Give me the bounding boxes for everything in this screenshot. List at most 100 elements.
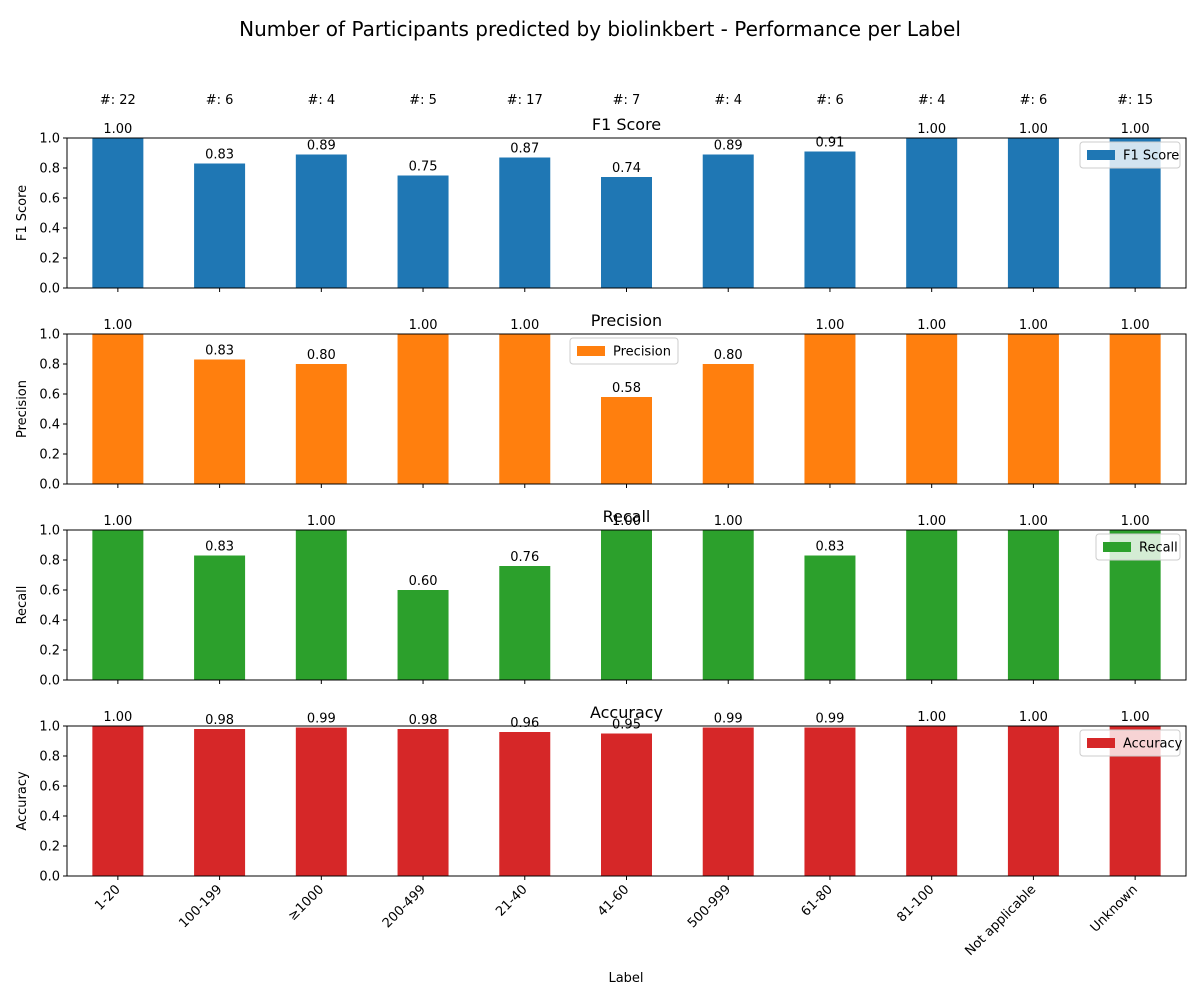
subplot-recall: 0.00.20.40.60.81.0Recall1.000.831.000.60…: [15, 507, 1187, 689]
bar-value-label: 1.00: [917, 318, 946, 333]
bar-value-label: 0.58: [612, 381, 641, 396]
legend-swatch: [1087, 150, 1115, 160]
y-tick-label: 0.4: [39, 418, 60, 433]
bar: [702, 154, 754, 288]
x-tick-label: 100-199: [176, 882, 225, 931]
bar-value-label: 0.95: [612, 718, 641, 733]
count-label: #: 6: [1020, 93, 1048, 108]
y-tick-label: 1.0: [39, 524, 60, 539]
bar-value-label: 0.98: [409, 713, 438, 728]
x-tick-label: 61-80: [798, 882, 835, 919]
x-tick-label: 41-60: [595, 882, 632, 919]
y-tick-label: 0.6: [39, 584, 60, 599]
count-label: #: 6: [206, 93, 234, 108]
x-tick-label: 500-999: [685, 882, 734, 931]
legend: Precision: [569, 337, 679, 365]
bar-value-label: 1.00: [815, 318, 844, 333]
y-tick-label: 0.6: [39, 192, 60, 207]
legend-box: [1079, 729, 1181, 757]
legend: Accuracy: [1079, 729, 1183, 757]
bar-value-label: 1.00: [1121, 318, 1150, 333]
x-tick-label: 200-499: [380, 882, 429, 931]
y-tick-label: 1.0: [39, 328, 60, 343]
bar-value-label: 1.00: [917, 122, 946, 137]
bar: [906, 334, 958, 484]
bar-value-label: 1.00: [917, 710, 946, 725]
bar-value-label: 0.87: [510, 142, 539, 157]
count-label: #: 4: [918, 93, 946, 108]
bar-value-label: 0.98: [205, 713, 234, 728]
bar-value-label: 1.00: [1019, 122, 1048, 137]
y-tick-label: 0.2: [39, 448, 60, 463]
bar-value-label: 0.83: [205, 344, 234, 359]
y-axis-label: Recall: [15, 586, 30, 625]
bar: [499, 157, 551, 288]
bar: [906, 138, 958, 288]
bar-value-label: 1.00: [307, 514, 336, 529]
legend-label: Precision: [613, 345, 671, 360]
legend-label: F1 Score: [1123, 149, 1179, 164]
count-label: #: 4: [307, 93, 335, 108]
y-tick-label: 0.8: [39, 162, 60, 177]
bar: [397, 729, 449, 876]
subplot-accuracy: 0.0 0.2 0.4 0.6 0.8 1.0 Accuracy 1.00 0.98 0.99 0.…: [15, 703, 1187, 959]
subplot-precision: 0.0 0.2 0.4 0.6 0.8 1.0 Precision 1.00 0.83 0.80 1…: [15, 311, 1187, 493]
bar: [499, 566, 551, 680]
bar: [194, 729, 246, 876]
bar: [92, 138, 144, 288]
legend-box: [569, 337, 679, 365]
y-tick-label: 0.8: [39, 750, 60, 765]
y-tick-label: 0.2: [39, 252, 60, 267]
bar: [194, 163, 246, 288]
bar-value-label: 0.91: [815, 136, 844, 151]
bar-value-label: 1.00: [1121, 710, 1150, 725]
bar-value-label: 0.99: [815, 712, 844, 727]
y-tick-label: 0.4: [39, 614, 60, 629]
x-axis-label: Label: [608, 971, 643, 986]
bar: [1007, 530, 1059, 680]
count-label: #: 7: [613, 93, 641, 108]
bar: [804, 727, 856, 876]
bar-value-label: 1.00: [103, 514, 132, 529]
count-label: #: 5: [409, 93, 437, 108]
bar-value-label: 0.99: [307, 712, 336, 727]
bar: [1007, 334, 1059, 484]
y-tick-label: 0.2: [39, 840, 60, 855]
bar: [906, 530, 958, 680]
y-tick-label: 1.0: [39, 132, 60, 147]
count-label: #: 17: [507, 93, 543, 108]
subplot-title: Accuracy: [590, 703, 663, 722]
bar: [295, 530, 347, 680]
bar: [295, 727, 347, 876]
bar-value-label: 0.83: [205, 148, 234, 163]
y-axis-label: Precision: [15, 380, 30, 438]
legend-box: [1079, 141, 1181, 169]
figure-title: Number of Participants predicted by biol…: [239, 17, 961, 41]
y-tick-label: 0.0: [39, 282, 60, 297]
x-tick-label: 81-100: [894, 882, 937, 925]
bar: [601, 733, 652, 876]
bar: [601, 530, 652, 680]
bar-value-label: 0.83: [205, 540, 234, 555]
bar: [804, 334, 856, 484]
bar: [601, 397, 652, 484]
bar-value-label: 0.60: [409, 574, 438, 589]
axes-frame: [66, 725, 1187, 877]
bar: [702, 364, 754, 484]
y-axis-label: Accuracy: [15, 771, 30, 831]
bar: [295, 364, 347, 484]
bar-value-label: 1.00: [1121, 122, 1150, 137]
bar: [601, 177, 652, 288]
bar: [397, 175, 449, 288]
x-tick-label: ≥1000: [285, 882, 327, 924]
y-tick-label: 0.0: [39, 870, 60, 885]
y-tick-label: 0.8: [39, 554, 60, 569]
bar-value-label: 1.00: [103, 710, 132, 725]
bar-value-label: 0.80: [307, 348, 336, 363]
y-tick-label: 0.2: [39, 644, 60, 659]
x-tick-label: 21-40: [493, 882, 530, 919]
legend-box: [1095, 533, 1181, 561]
bar-value-label: 1.00: [103, 318, 132, 333]
legend: F1 Score: [1079, 141, 1181, 169]
bar-value-label: 1.00: [510, 318, 539, 333]
